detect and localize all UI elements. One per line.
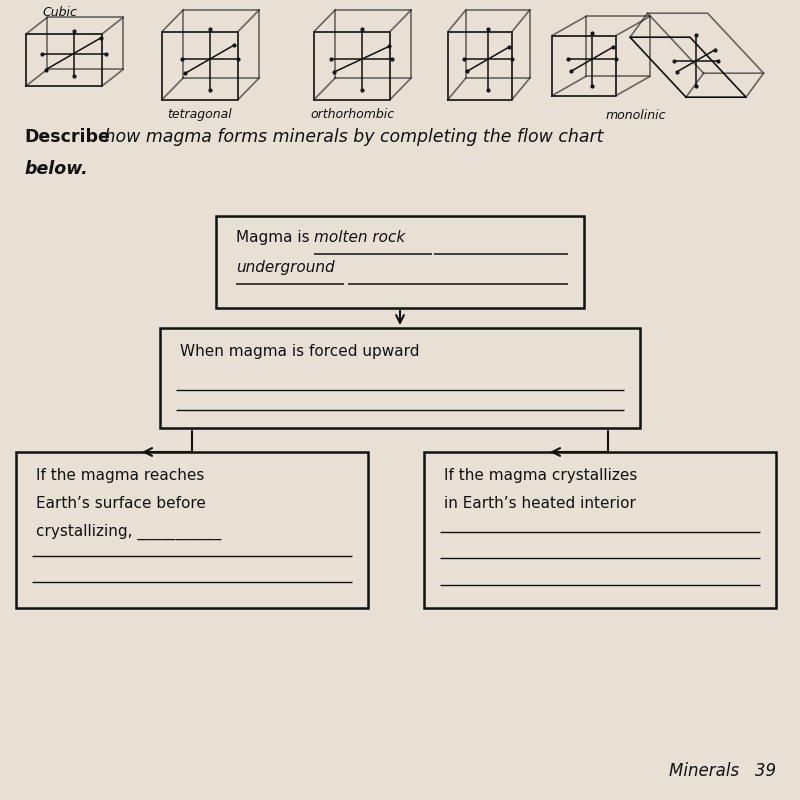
Text: orthorhombic: orthorhombic: [310, 108, 394, 121]
Text: If the magma reaches: If the magma reaches: [36, 468, 204, 483]
Text: Magma is: Magma is: [236, 230, 314, 246]
Text: molten rock: molten rock: [314, 230, 405, 246]
Text: crystallizing, ___________: crystallizing, ___________: [36, 524, 222, 540]
Text: Cubic: Cubic: [42, 6, 78, 19]
Text: When magma is forced upward: When magma is forced upward: [180, 344, 419, 359]
Text: how magma forms minerals by completing the flow chart: how magma forms minerals by completing t…: [99, 128, 604, 146]
Text: Minerals   39: Minerals 39: [669, 762, 776, 780]
Text: tetragonal: tetragonal: [168, 108, 232, 121]
Text: Earth’s surface before: Earth’s surface before: [36, 496, 206, 511]
Text: below.: below.: [24, 160, 88, 178]
Bar: [216, 216, 584, 308]
Bar: [160, 328, 640, 428]
Text: Describe: Describe: [24, 128, 110, 146]
Bar: [16, 452, 368, 608]
Text: monolinic: monolinic: [606, 110, 666, 122]
Bar: [424, 452, 776, 608]
Text: in Earth’s heated interior: in Earth’s heated interior: [444, 496, 636, 511]
Text: underground: underground: [236, 260, 334, 275]
Text: If the magma crystallizes: If the magma crystallizes: [444, 468, 638, 483]
